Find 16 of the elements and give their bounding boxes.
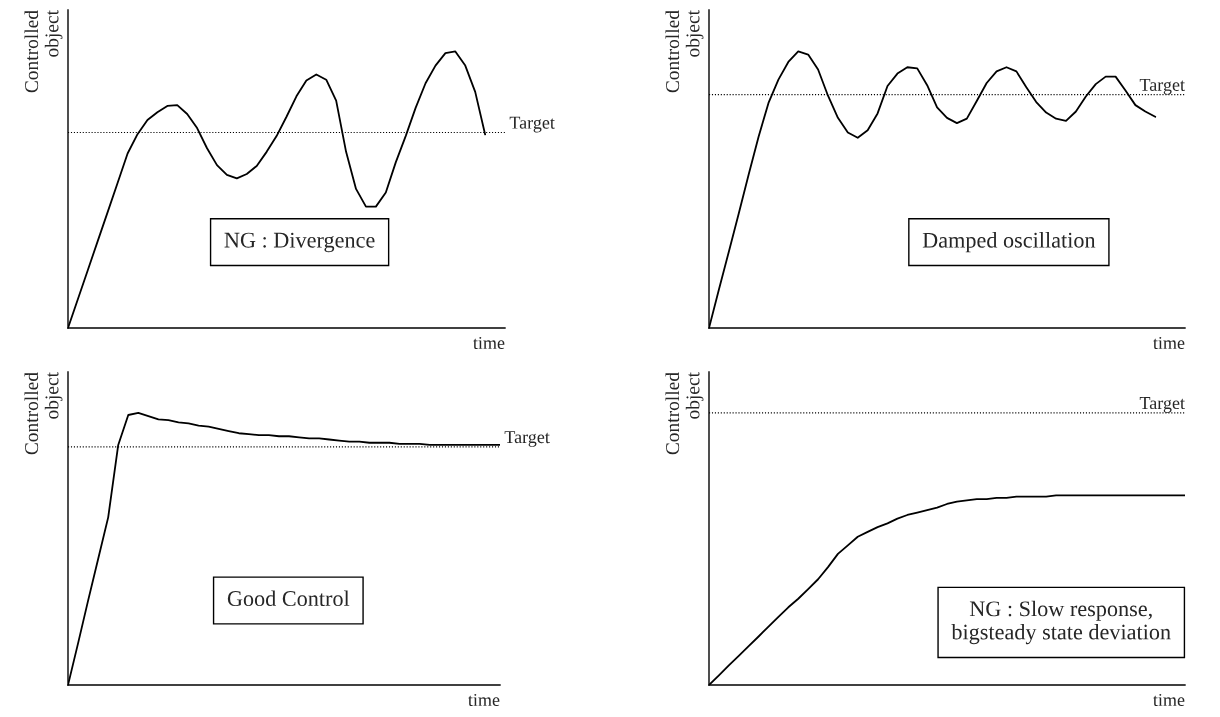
annotation: Good Control bbox=[227, 590, 350, 607]
ref-line-label: Target bbox=[1139, 78, 1185, 95]
y-axis-title: Controlled object bbox=[24, 372, 63, 455]
x-axis-title: time bbox=[468, 693, 500, 707]
x-axis-title: time bbox=[1153, 693, 1185, 707]
annotation: NG : Divergence bbox=[224, 232, 375, 253]
y-axis-title: Controlled object bbox=[665, 372, 704, 455]
y-axis-title: Controlled object bbox=[24, 10, 63, 93]
y-axis-title: Controlled object bbox=[665, 10, 704, 93]
x-axis-title: time bbox=[1153, 336, 1185, 350]
ref-line-label: Target bbox=[504, 431, 550, 447]
ref-line-label: Target bbox=[509, 116, 555, 133]
annotation: NG : Slow response, bigsteady state deviation bbox=[951, 600, 1171, 645]
x-axis-title: time bbox=[473, 336, 505, 350]
annotation: Damped oscillation bbox=[922, 232, 1096, 253]
ref-line-label: Target bbox=[1139, 397, 1185, 413]
